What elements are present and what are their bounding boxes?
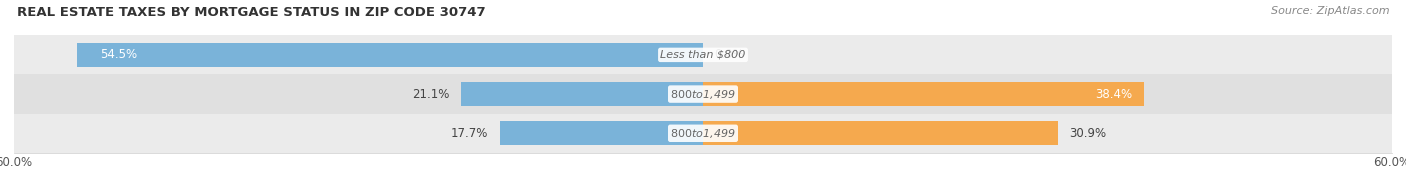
Text: Source: ZipAtlas.com: Source: ZipAtlas.com xyxy=(1271,6,1389,16)
Text: 30.9%: 30.9% xyxy=(1070,127,1107,140)
Text: Less than $800: Less than $800 xyxy=(661,50,745,60)
Bar xyxy=(499,121,703,145)
Bar xyxy=(77,43,703,67)
Bar xyxy=(703,121,1057,145)
Bar xyxy=(461,82,703,106)
Text: $800 to $1,499: $800 to $1,499 xyxy=(671,88,735,101)
Text: 17.7%: 17.7% xyxy=(451,127,488,140)
Text: 21.1%: 21.1% xyxy=(412,88,450,101)
Bar xyxy=(14,35,1392,74)
Bar xyxy=(14,114,1392,153)
Text: 54.5%: 54.5% xyxy=(100,48,138,61)
Text: 0.0%: 0.0% xyxy=(714,48,744,61)
Text: 38.4%: 38.4% xyxy=(1095,88,1132,101)
Bar xyxy=(14,74,1392,114)
Text: $800 to $1,499: $800 to $1,499 xyxy=(671,127,735,140)
Bar xyxy=(703,82,1144,106)
Text: REAL ESTATE TAXES BY MORTGAGE STATUS IN ZIP CODE 30747: REAL ESTATE TAXES BY MORTGAGE STATUS IN … xyxy=(17,6,485,19)
